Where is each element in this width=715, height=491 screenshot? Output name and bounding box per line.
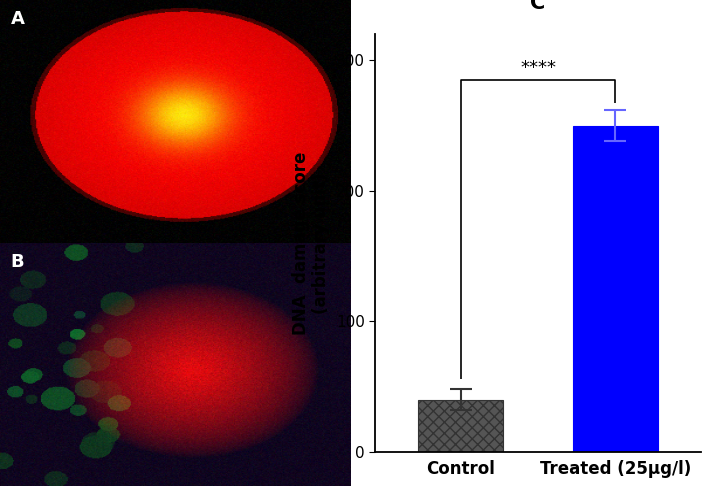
Text: B: B: [11, 253, 24, 271]
Bar: [418, 400, 503, 452]
Y-axis label: DNA  damage score
(arbitrary unit): DNA damage score (arbitrary unit): [292, 151, 330, 335]
Text: A: A: [11, 10, 24, 27]
Bar: [573, 126, 658, 452]
Title: C: C: [531, 0, 546, 13]
Text: ****: ****: [520, 59, 556, 78]
